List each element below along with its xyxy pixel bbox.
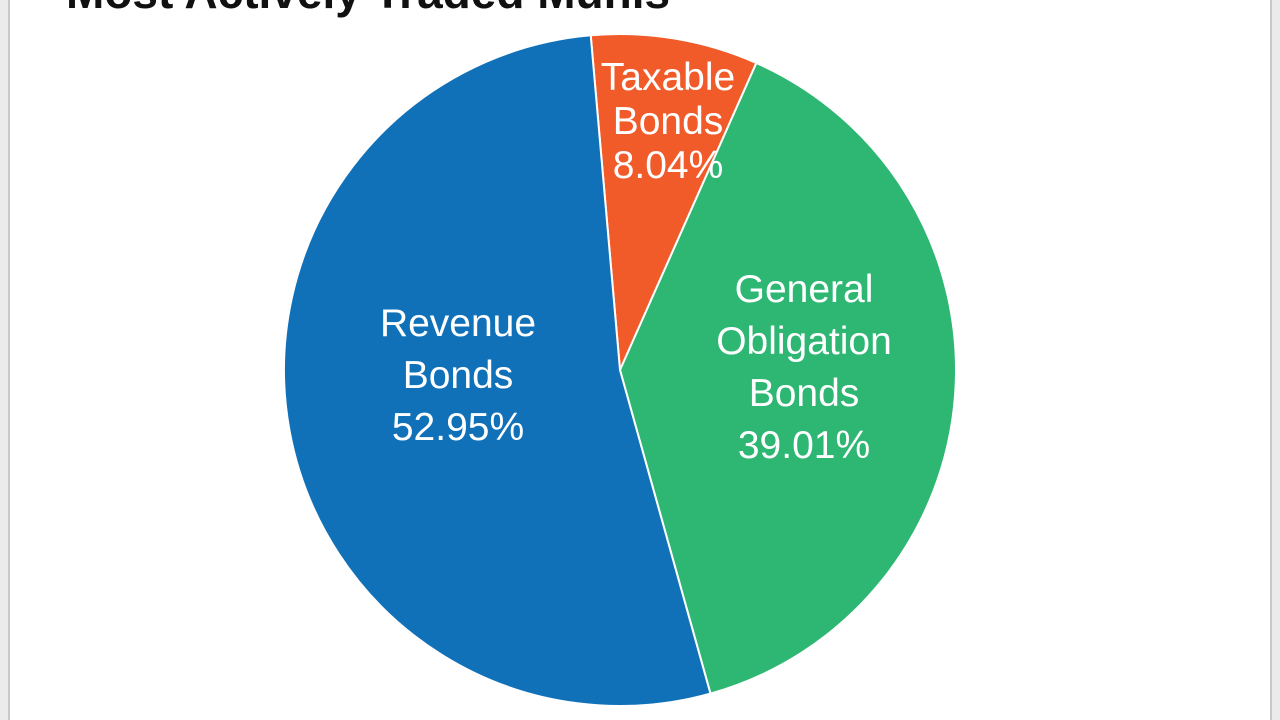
slice-label-revenue-bonds: Revenue Bonds 52.95% xyxy=(380,302,536,449)
slice-name-label: Taxable xyxy=(601,56,735,99)
slice-name-label: Bonds xyxy=(403,354,514,397)
pie-slice-taxable-bonds xyxy=(589,33,758,371)
slice-value-label: 39.01% xyxy=(738,424,870,467)
pie-slice-revenue-bonds xyxy=(282,34,712,707)
slice-value-label: 52.95% xyxy=(392,406,524,449)
slice-label-taxable-bonds: Taxable Bonds 8.04% xyxy=(601,56,735,187)
slice-value-label: 8.04% xyxy=(613,144,724,187)
pie-slice-general-obligation-bonds xyxy=(618,61,957,695)
slice-name-label: General xyxy=(735,268,874,311)
slice-name-label: Obligation xyxy=(716,320,892,363)
chart-title: Most Actively Traded Munis xyxy=(66,0,670,18)
slice-label-general-obligation-bonds: General Obligation Bonds 39.01% xyxy=(716,268,892,467)
slice-name-label: Bonds xyxy=(613,100,724,143)
slice-name-label: Revenue xyxy=(380,302,536,345)
slice-name-label: Bonds xyxy=(749,372,860,415)
